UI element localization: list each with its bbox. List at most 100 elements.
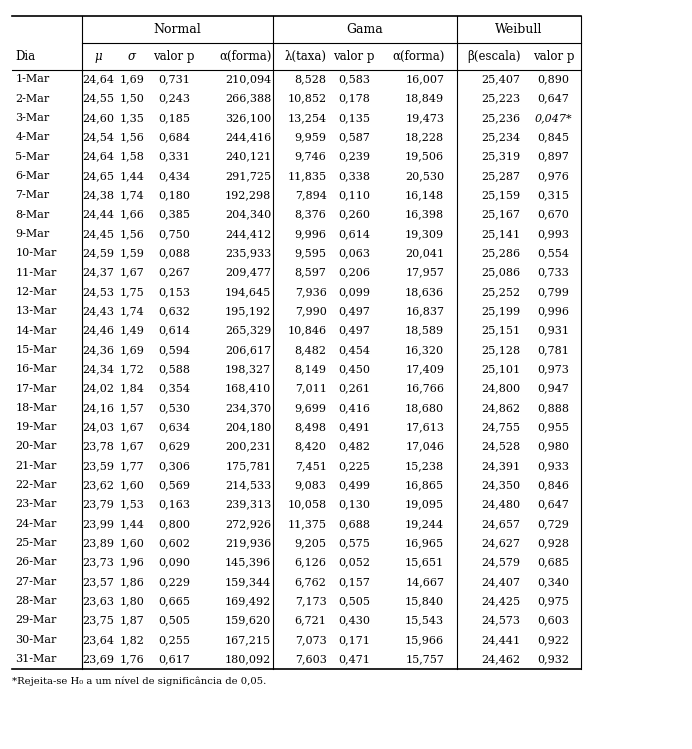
Text: 25,407: 25,407	[482, 74, 520, 85]
Text: 7,451: 7,451	[295, 461, 327, 471]
Text: 16,965: 16,965	[405, 538, 444, 548]
Text: 7,894: 7,894	[295, 190, 327, 200]
Text: 16,007: 16,007	[406, 74, 444, 85]
Text: 8,528: 8,528	[295, 74, 327, 85]
Text: 0,932: 0,932	[538, 654, 570, 664]
Text: 24,579: 24,579	[482, 557, 520, 568]
Text: 167,215: 167,215	[225, 634, 271, 645]
Text: 13-Mar: 13-Mar	[15, 306, 57, 316]
Text: 0,499: 0,499	[338, 480, 370, 490]
Text: 1,80: 1,80	[120, 596, 144, 606]
Text: 15,840: 15,840	[405, 596, 444, 606]
Text: Gama: Gama	[347, 23, 383, 36]
Text: 0,587: 0,587	[338, 133, 370, 142]
Text: 159,620: 159,620	[225, 616, 271, 625]
Text: 0,688: 0,688	[338, 519, 370, 529]
Text: 0,171: 0,171	[338, 634, 370, 645]
Text: 24,34: 24,34	[82, 364, 114, 374]
Text: 9,205: 9,205	[295, 538, 327, 548]
Text: 17,046: 17,046	[406, 441, 444, 452]
Text: 0,180: 0,180	[158, 190, 190, 200]
Text: 0,647: 0,647	[538, 500, 570, 509]
Text: 23,78: 23,78	[82, 441, 114, 452]
Text: 0,799: 0,799	[538, 287, 570, 297]
Text: 0,996: 0,996	[538, 306, 570, 316]
Text: 192,298: 192,298	[225, 190, 271, 200]
Text: 8,597: 8,597	[295, 267, 327, 278]
Text: 31-Mar: 31-Mar	[15, 654, 57, 664]
Text: 1,53: 1,53	[120, 500, 144, 509]
Text: 10,846: 10,846	[287, 326, 327, 336]
Text: 5-Mar: 5-Mar	[15, 151, 49, 162]
Text: 1,69: 1,69	[120, 345, 144, 355]
Text: 0,629: 0,629	[158, 441, 190, 452]
Text: 24,441: 24,441	[481, 634, 520, 645]
Text: 24,02: 24,02	[82, 383, 114, 393]
Text: 0,261: 0,261	[338, 383, 370, 393]
Text: 291,725: 291,725	[225, 171, 271, 181]
Text: 0,750: 0,750	[158, 229, 190, 239]
Text: 0,331: 0,331	[158, 151, 190, 162]
Text: 24,528: 24,528	[481, 441, 520, 452]
Text: 23,64: 23,64	[82, 634, 114, 645]
Text: 19-Mar: 19-Mar	[15, 422, 57, 432]
Text: 0,416: 0,416	[338, 403, 370, 413]
Text: 6-Mar: 6-Mar	[15, 171, 49, 181]
Text: 0,163: 0,163	[158, 500, 190, 509]
Text: 23,79: 23,79	[82, 500, 114, 509]
Text: 23,69: 23,69	[82, 654, 114, 664]
Text: 24,462: 24,462	[481, 654, 520, 664]
Text: 0,315: 0,315	[538, 190, 570, 200]
Text: 17,613: 17,613	[406, 422, 444, 432]
Text: 15,651: 15,651	[405, 557, 444, 568]
Text: 0,632: 0,632	[158, 306, 190, 316]
Text: 23,75: 23,75	[82, 616, 114, 625]
Text: 0,157: 0,157	[338, 577, 370, 586]
Text: 0,647: 0,647	[538, 94, 570, 103]
Text: 24,38: 24,38	[82, 190, 114, 200]
Text: 15,757: 15,757	[406, 654, 444, 664]
Text: 180,092: 180,092	[225, 654, 271, 664]
Text: 24,627: 24,627	[482, 538, 520, 548]
Text: 0,665: 0,665	[158, 596, 190, 606]
Text: 0,497: 0,497	[338, 306, 370, 316]
Text: Dia: Dia	[15, 49, 35, 63]
Text: 0,933: 0,933	[538, 461, 570, 471]
Text: 1,86: 1,86	[120, 577, 144, 586]
Text: 25-Mar: 25-Mar	[15, 538, 57, 548]
Text: 206,617: 206,617	[225, 345, 271, 355]
Text: 244,416: 244,416	[225, 133, 271, 142]
Text: 0,980: 0,980	[538, 441, 570, 452]
Text: 18,589: 18,589	[405, 326, 444, 336]
Text: 0,110: 0,110	[338, 190, 370, 200]
Text: 0,569: 0,569	[158, 480, 190, 490]
Text: 272,926: 272,926	[225, 519, 271, 529]
Text: 25,319: 25,319	[481, 151, 520, 162]
Text: 0,588: 0,588	[158, 364, 190, 374]
Text: 159,344: 159,344	[225, 577, 271, 586]
Text: 24,657: 24,657	[482, 519, 520, 529]
Text: 1,35: 1,35	[120, 113, 144, 123]
Text: 1,67: 1,67	[120, 441, 144, 452]
Text: 7,936: 7,936	[295, 287, 327, 297]
Text: 175,781: 175,781	[226, 461, 271, 471]
Text: 14,667: 14,667	[406, 577, 444, 586]
Text: 20,041: 20,041	[405, 248, 444, 258]
Text: 6,762: 6,762	[295, 577, 327, 586]
Text: 24,65: 24,65	[82, 171, 114, 181]
Text: 9,959: 9,959	[295, 133, 327, 142]
Text: μ: μ	[94, 49, 102, 63]
Text: 23,62: 23,62	[82, 480, 114, 490]
Text: 1,76: 1,76	[120, 654, 144, 664]
Text: 1,77: 1,77	[120, 461, 144, 471]
Text: 0,846: 0,846	[538, 480, 570, 490]
Text: 1,96: 1,96	[120, 557, 144, 568]
Text: 0,255: 0,255	[158, 634, 190, 645]
Text: 10,058: 10,058	[287, 500, 327, 509]
Text: 24,54: 24,54	[82, 133, 114, 142]
Text: 169,492: 169,492	[225, 596, 271, 606]
Text: 0,450: 0,450	[338, 364, 370, 374]
Text: 214,533: 214,533	[225, 480, 271, 490]
Text: 15,543: 15,543	[405, 616, 444, 625]
Text: 0,922: 0,922	[538, 634, 570, 645]
